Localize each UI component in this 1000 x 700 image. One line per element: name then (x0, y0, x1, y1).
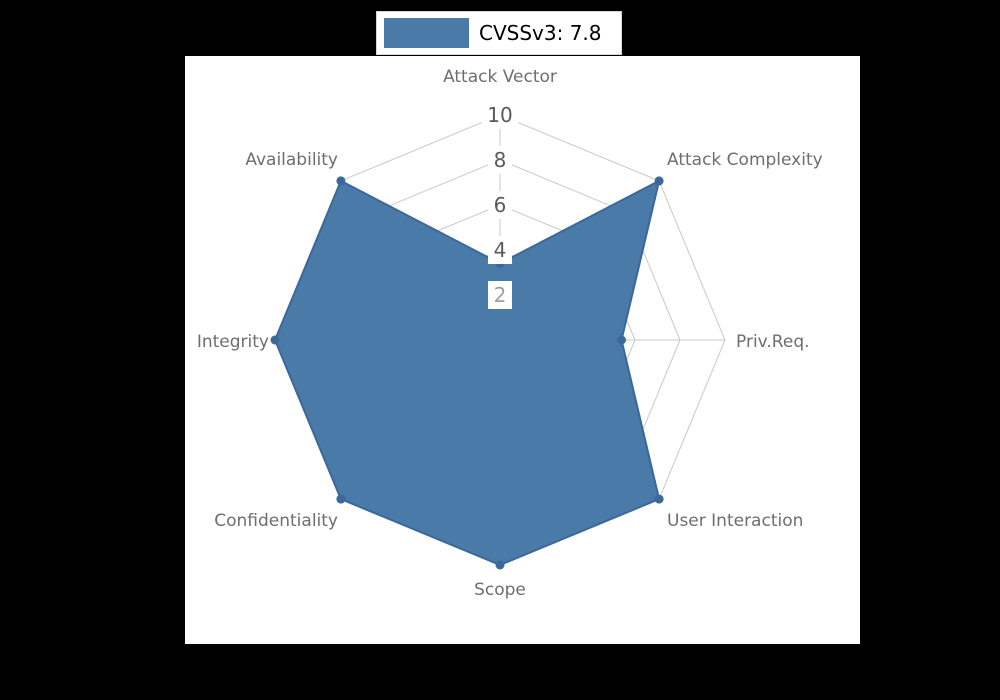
legend-label: CVSSv3: 7.8 (479, 21, 602, 45)
chart-panel (185, 56, 860, 644)
legend-swatch (384, 18, 469, 48)
legend: CVSSv3: 7.8 (376, 11, 622, 55)
